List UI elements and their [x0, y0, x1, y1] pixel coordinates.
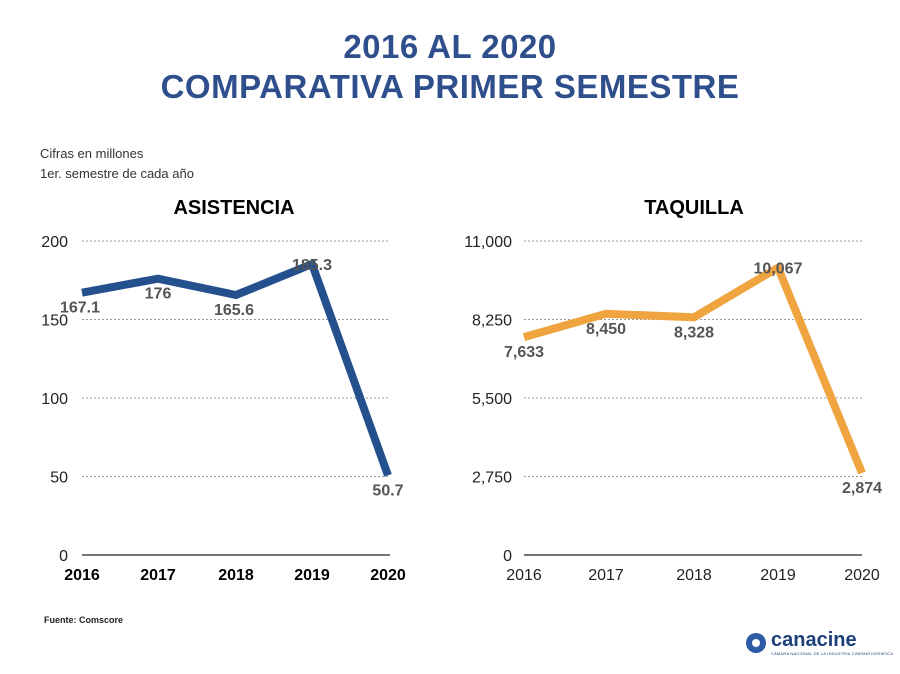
asistencia-data-label: 185.3 [292, 257, 332, 274]
taquilla-series-line [522, 261, 866, 475]
taquilla-x-tick-label: 2017 [588, 567, 624, 584]
asistencia-y-tick-label: 50 [50, 470, 68, 487]
page-title-line1: 2016 AL 2020 [343, 28, 557, 65]
asistencia-data-label: 50.7 [372, 482, 403, 499]
taquilla-y-tick-label: 11,000 [464, 234, 512, 251]
asistencia-y-tick-label: 200 [41, 234, 68, 251]
page-title-line2: COMPARATIVA PRIMER SEMESTRE [160, 68, 740, 105]
asistencia-x-tick-label: 2019 [294, 567, 330, 584]
taquilla-data-label: 10,067 [754, 261, 803, 278]
period-note: 1er. semestre de cada año [40, 166, 194, 181]
taquilla-data-label: 8,450 [586, 321, 626, 338]
canacine-logo-icon [746, 633, 766, 653]
taquilla-y-tick-label: 2,750 [472, 470, 512, 487]
asistencia-y-tick-label: 150 [41, 313, 68, 330]
asistencia-y-tick-label: 0 [59, 548, 68, 565]
asistencia-data-label: 176 [145, 286, 172, 303]
asistencia-x-tick-label: 2017 [140, 567, 176, 584]
asistencia-chart-title: ASISTENCIA [173, 197, 295, 219]
taquilla-data-label: 8,328 [674, 324, 714, 341]
taquilla-data-label: 7,633 [504, 344, 544, 361]
taquilla-y-tick-label: 0 [503, 548, 512, 565]
asistencia-data-label: 167.1 [60, 300, 100, 317]
taquilla-x-tick-label: 2019 [760, 567, 796, 584]
asistencia-x-tick-label: 2020 [370, 567, 406, 584]
taquilla-x-tick-label: 2020 [844, 567, 880, 584]
taquilla-x-tick-label: 2016 [506, 567, 542, 584]
taquilla-data-label: 2,874 [842, 480, 882, 497]
taquilla-x-tick-label: 2018 [676, 567, 712, 584]
taquilla-chart-title: TAQUILLA [644, 197, 744, 219]
taquilla-y-tick-label: 8,250 [472, 313, 512, 330]
taquilla-y-tick-label: 5,500 [472, 391, 512, 408]
asistencia-x-tick-label: 2018 [218, 567, 254, 584]
asistencia-x-tick-label: 2016 [64, 567, 100, 584]
asistencia-y-tick-label: 100 [41, 391, 68, 408]
logo-text: canacine [771, 629, 857, 651]
logo-subtext: CÁMARA NACIONAL DE LA INDUSTRIA CINEMATO… [771, 651, 894, 656]
asistencia-data-label: 165.6 [214, 302, 254, 319]
source-note: Fuente: Comscore [44, 615, 124, 625]
units-note: Cifras en millones [40, 146, 144, 161]
